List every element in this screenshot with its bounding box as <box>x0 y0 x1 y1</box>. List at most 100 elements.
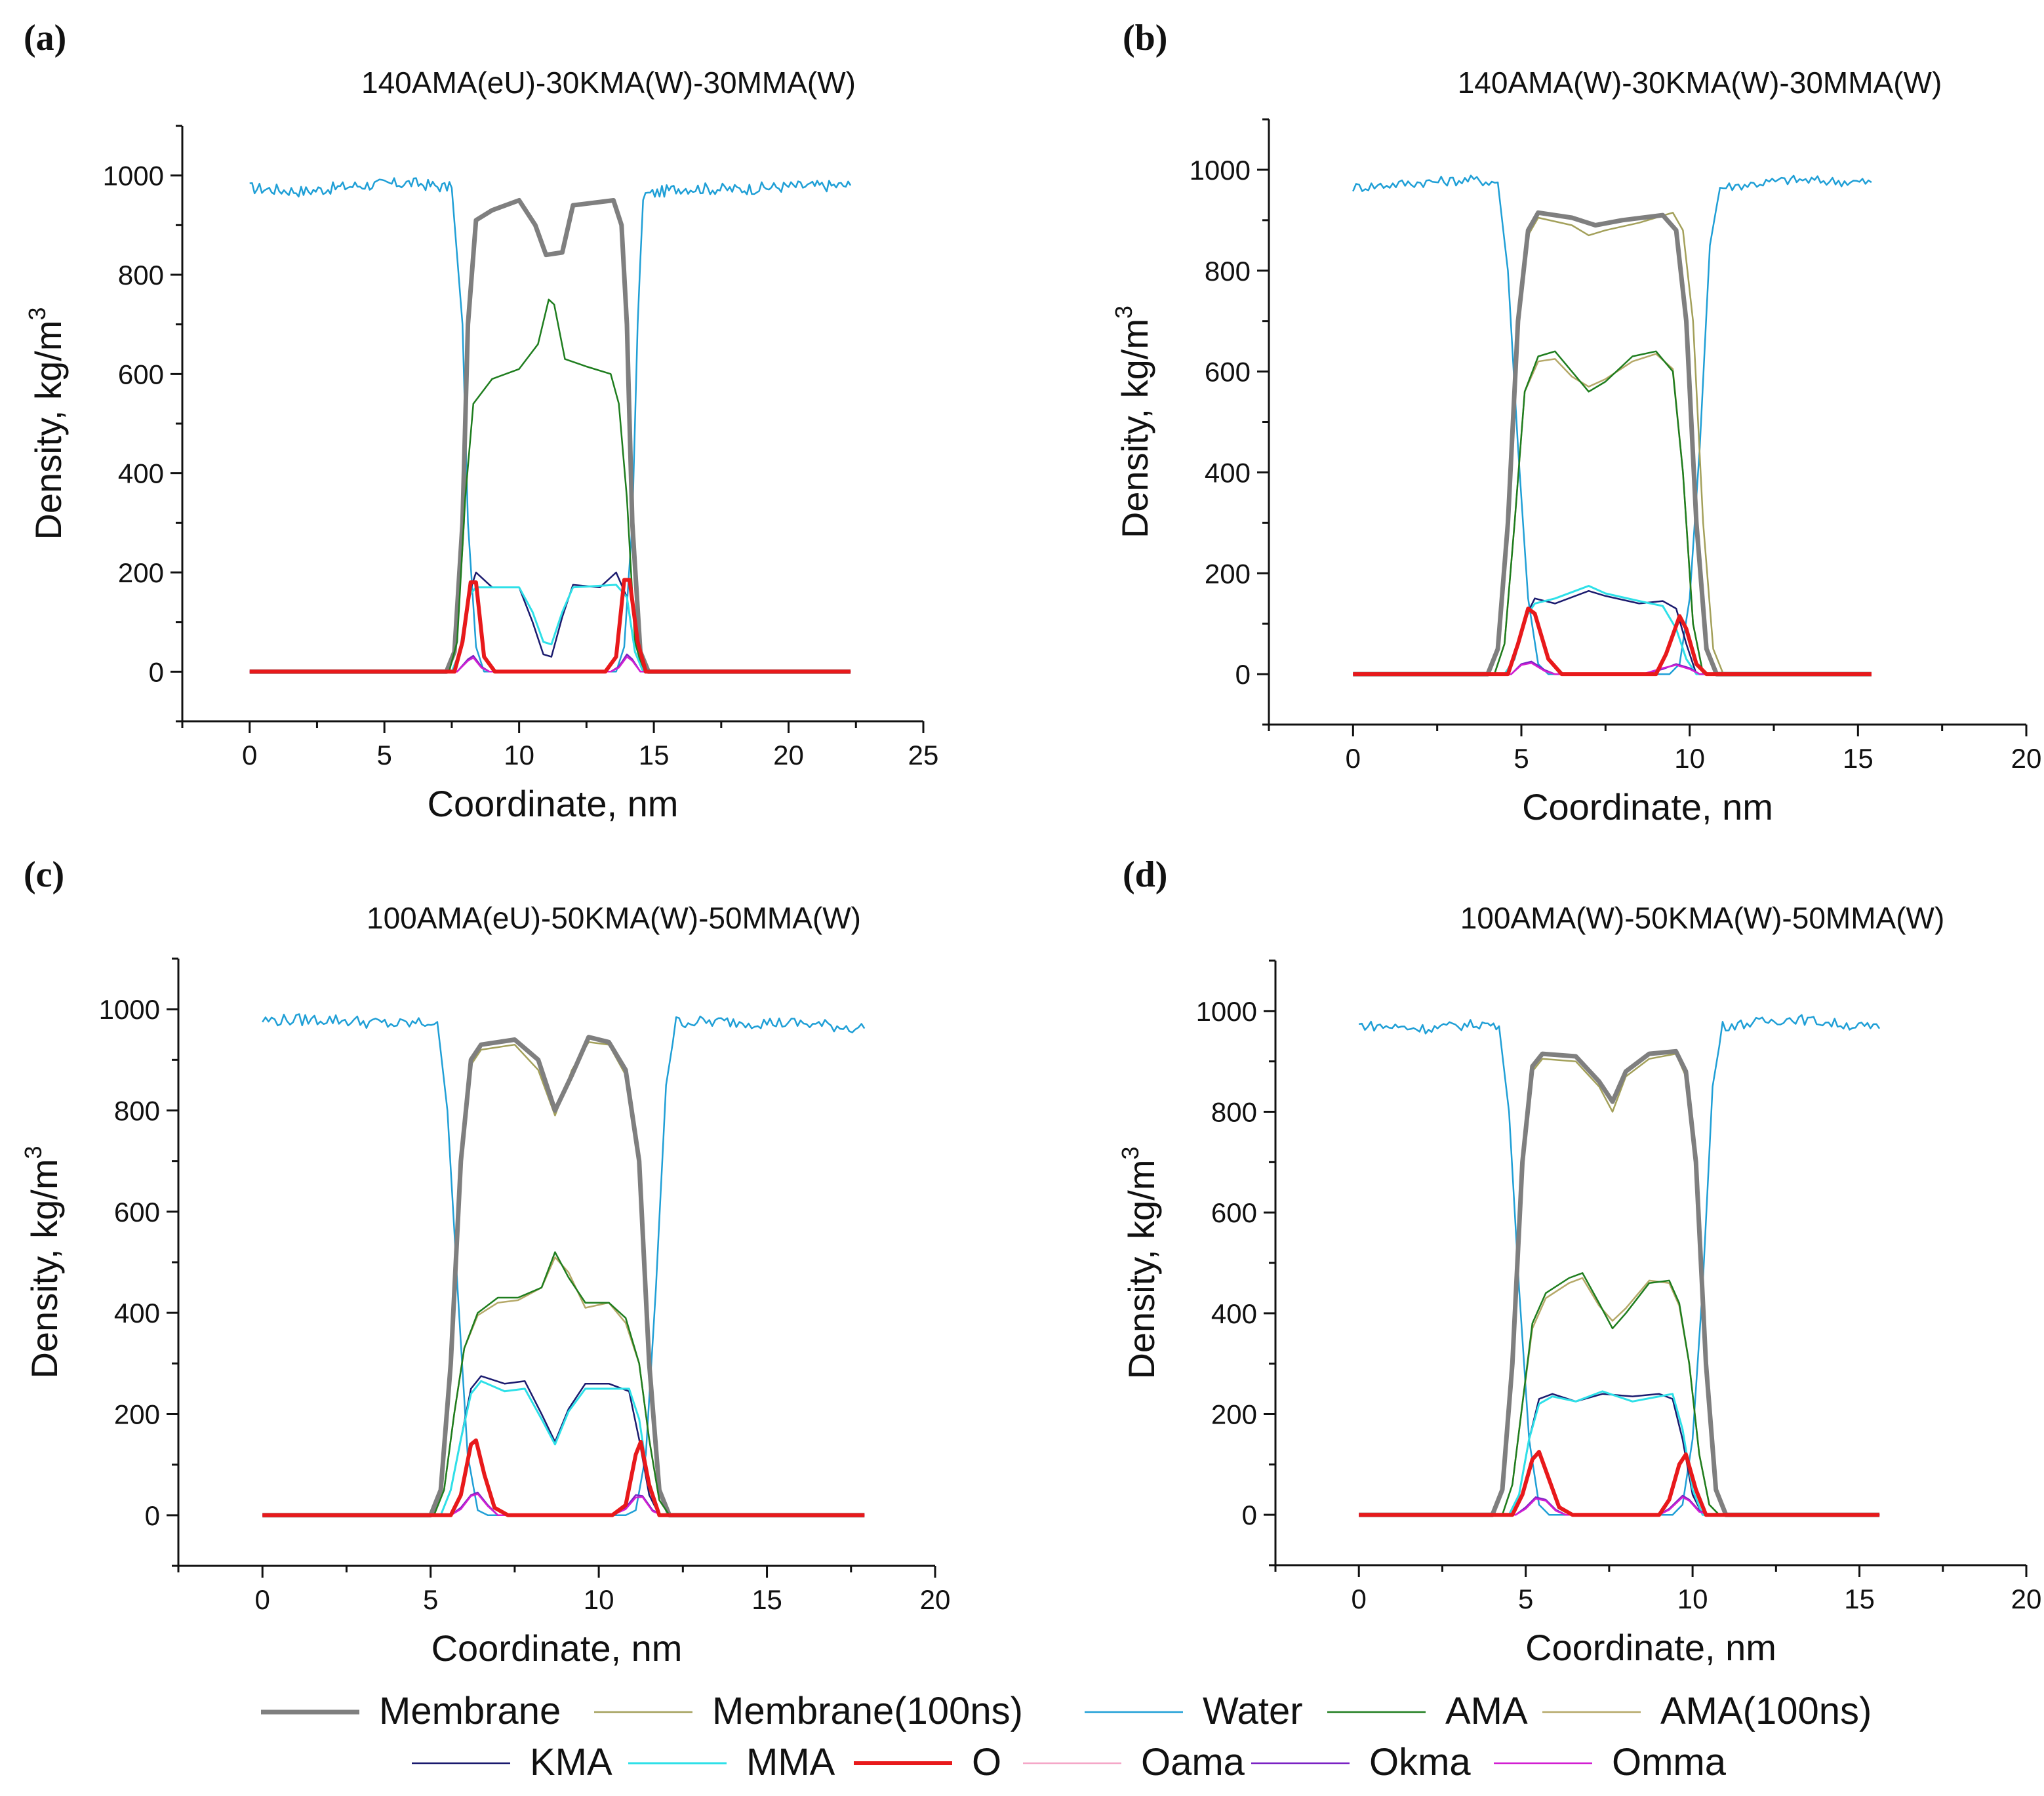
x-tick-label: 10 <box>1677 1584 1708 1614</box>
x-tick-label: 0 <box>255 1584 270 1615</box>
chart-panel-1: (a) 140AMA(eU)-30KMA(W)-30MMA(W) 0 5 10 15 20 2… <box>24 18 938 824</box>
series-line-water <box>1352 174 1872 675</box>
y-axis-label-superscript: 3 <box>1117 1146 1144 1159</box>
series-line-o <box>1353 607 1872 677</box>
x-tick-label: 0 <box>1352 1584 1367 1614</box>
legend-label: MMA <box>746 1741 835 1784</box>
legend-label: O <box>972 1741 1001 1784</box>
x-tick-label: 15 <box>751 1584 782 1615</box>
series-line-ama100 <box>1353 353 1872 675</box>
legend-label: KMA <box>530 1741 612 1784</box>
y-tick-label: 600 <box>118 359 164 389</box>
chart-panel-2: (b)140AMA(W)-30KMA(W)-30MMA(W)0 5 10 15 2002… <box>1110 18 2041 828</box>
series-line-ama <box>1359 1272 1880 1516</box>
series-line-mma <box>1353 585 1872 675</box>
panel-letter: (d) <box>1123 854 1167 895</box>
chart-panel-4: (d)100AMA(W)-50KMA(W)-50MMA(W)0 5 10 15 2002… <box>1117 854 2041 1668</box>
x-tick-label: 20 <box>773 740 804 770</box>
y-tick-label: 400 <box>114 1298 160 1328</box>
y-axis-label: Density, kg/m3 <box>20 1146 65 1378</box>
series-line-membrane <box>1353 210 1872 677</box>
y-tick-label: 600 <box>1211 1197 1257 1228</box>
series-line-membrane100 <box>1353 212 1872 675</box>
legend-item-mma: MMA <box>628 1741 835 1784</box>
x-tick-label: 10 <box>584 1584 614 1615</box>
series-line-ama <box>249 298 851 673</box>
legend-label: Okma <box>1369 1741 1471 1784</box>
series-line-membrane100 <box>1359 1052 1880 1516</box>
y-tick-label: 200 <box>1205 558 1251 589</box>
series-line-okma <box>262 1491 865 1517</box>
y-tick-label: 200 <box>114 1399 160 1430</box>
y-tick-label: 800 <box>1205 256 1251 287</box>
x-tick-label: 25 <box>908 740 939 770</box>
chart-title: 100AMA(eU)-50KMA(W)-50MMA(W) <box>367 901 861 935</box>
chart-title: 100AMA(W)-50KMA(W)-50MMA(W) <box>1460 901 1945 935</box>
y-tick-label: 800 <box>1211 1097 1257 1128</box>
legend-item-okma: Okma <box>1251 1741 1471 1784</box>
series-line-membrane <box>249 198 851 674</box>
y-tick-label: 0 <box>1242 1500 1257 1530</box>
x-tick-label: 20 <box>2011 743 2042 774</box>
x-axis-label: Coordinate, nm <box>431 1627 683 1669</box>
series-line-ama <box>1353 350 1872 675</box>
legend-item-ama100: AMA(100ns) <box>1542 1690 1872 1732</box>
y-tick-label: 800 <box>118 260 164 290</box>
legend-label: AMA(100ns) <box>1660 1690 1872 1732</box>
legend-label: Membrane <box>379 1690 561 1732</box>
x-tick-label: 5 <box>1513 743 1529 774</box>
series-line-kma <box>1353 589 1872 675</box>
y-axis-label: Density, kg/m3 <box>24 307 69 540</box>
y-tick-label: 1000 <box>1190 155 1251 186</box>
legend-item-membrane100: Membrane(100ns) <box>594 1690 1023 1732</box>
series-line-ama100 <box>262 1256 865 1517</box>
series-line-membrane <box>1359 1048 1880 1517</box>
chart-title: 140AMA(eU)-30KMA(W)-30MMA(W) <box>361 66 856 100</box>
series-line-mma <box>1359 1390 1880 1516</box>
series-line-o <box>1359 1450 1880 1517</box>
y-tick-label: 1000 <box>1196 996 1257 1027</box>
series-line-ama <box>262 1251 865 1517</box>
panel-letter: (c) <box>24 854 64 895</box>
chart-title: 140AMA(W)-30KMA(W)-30MMA(W) <box>1458 66 1942 100</box>
series-line-mma <box>249 584 851 673</box>
y-tick-label: 200 <box>1211 1399 1257 1430</box>
y-tick-label: 1000 <box>103 161 164 191</box>
x-tick-label: 15 <box>639 740 670 770</box>
x-axis-label: Coordinate, nm <box>428 783 679 824</box>
y-axis-label-superscript: 3 <box>24 307 50 320</box>
legend-item-o: O <box>854 1741 1001 1784</box>
series-line-o <box>262 1438 865 1517</box>
x-tick-label: 15 <box>1843 743 1874 774</box>
x-tick-label: 15 <box>1844 1584 1875 1614</box>
y-axis-label-superscript: 3 <box>1110 306 1137 319</box>
series-line-omma <box>262 1493 865 1517</box>
chart-panel-3: (c)100AMA(eU)-50KMA(W)-50MMA(W)0 5 10 15 200… <box>20 854 950 1669</box>
x-tick-label: 5 <box>1518 1584 1533 1614</box>
series-line-kma <box>249 571 851 673</box>
legend-item-omma: Omma <box>1494 1741 1727 1784</box>
panel-letter: (a) <box>24 18 66 58</box>
legend-item-membrane: Membrane <box>261 1690 561 1732</box>
legend-item-ama: AMA <box>1327 1690 1528 1732</box>
legend-item-water: Water <box>1085 1690 1303 1732</box>
y-tick-label: 0 <box>149 656 164 687</box>
x-axis-label: Coordinate, nm <box>1522 786 1773 828</box>
x-axis-label: Coordinate, nm <box>1525 1627 1776 1668</box>
x-tick-label: 5 <box>377 740 392 770</box>
panels: (a) 140AMA(eU)-30KMA(W)-30MMA(W) 0 5 10 15 20 2… <box>20 18 2041 1669</box>
y-tick-label: 200 <box>118 557 164 588</box>
series-line-kma <box>1359 1393 1880 1516</box>
x-tick-label: 0 <box>1346 743 1361 774</box>
y-axis-label: Density, kg/m3 <box>1117 1146 1162 1379</box>
y-tick-label: 400 <box>1211 1298 1257 1329</box>
series-line-mma <box>262 1380 865 1517</box>
x-tick-label: 10 <box>504 740 534 770</box>
legend-label: AMA <box>1445 1690 1528 1732</box>
x-tick-label: 20 <box>920 1584 951 1615</box>
x-tick-label: 10 <box>1674 743 1705 774</box>
series-line-membrane <box>262 1035 865 1518</box>
legend-item-kma: KMA <box>412 1741 612 1784</box>
y-tick-label: 400 <box>1205 457 1251 488</box>
